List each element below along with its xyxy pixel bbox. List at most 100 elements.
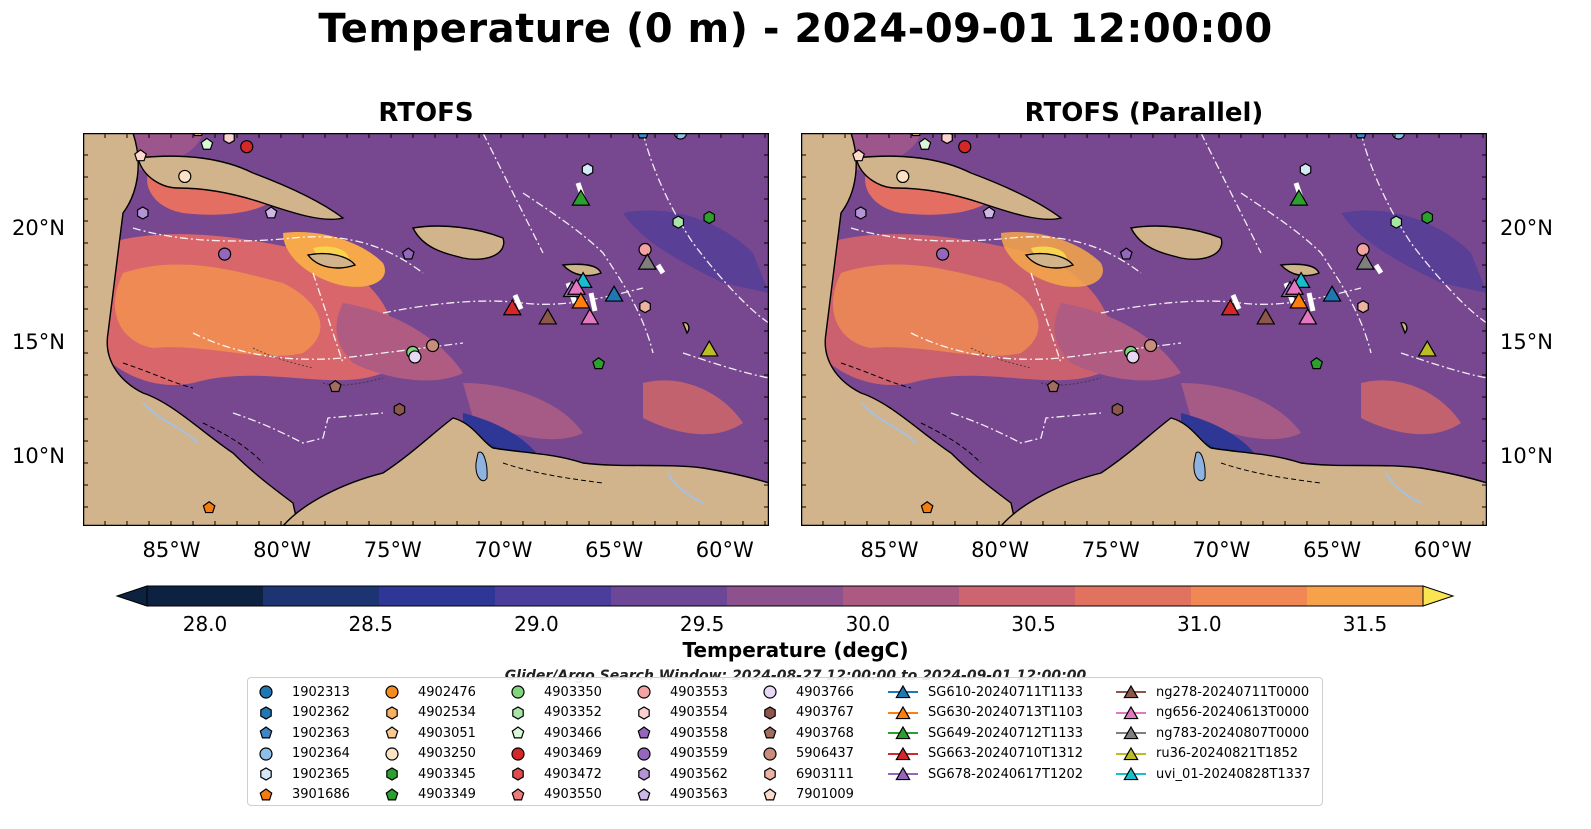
glider-marker	[1289, 291, 1309, 309]
argo-marker-1902365	[581, 162, 594, 177]
legend-marker-icon	[637, 726, 651, 739]
land-mass	[411, 225, 505, 260]
legend-item: ng278-20240711T0000	[1116, 682, 1310, 703]
legend-label: SG630-20240713T1103	[928, 705, 1084, 721]
legend-item: 5906437	[762, 744, 854, 765]
argo-marker-5906437	[426, 338, 440, 353]
legend-label: 3901686	[292, 787, 350, 803]
legend-marker-icon	[1123, 685, 1139, 699]
legend-marker-icon	[638, 706, 650, 720]
land-mass	[1400, 321, 1408, 335]
colorbar-extend-high	[1422, 585, 1455, 607]
legend-label: uvi_01-20240828T1337	[1156, 766, 1311, 782]
argo-marker-4903345	[703, 210, 716, 225]
colorbar-tick-label: 30.0	[845, 612, 891, 636]
glider-marker	[566, 278, 587, 295]
legend-item: 4903559	[636, 744, 728, 765]
colorbar-segment	[1191, 586, 1308, 606]
legend-item: 4903469	[510, 744, 602, 765]
legend-label: SG678-20240617T1202	[928, 766, 1084, 782]
argo-marker-4903352	[672, 215, 685, 229]
legend-label: 4903472	[544, 766, 602, 782]
colorbar-segment	[263, 586, 380, 606]
legend-item: 4903352	[510, 703, 602, 724]
legend-label: 4903352	[544, 705, 602, 721]
glider-marker	[538, 307, 558, 325]
argo-marker-4903558	[1119, 247, 1133, 260]
colorbar-segment	[1307, 586, 1424, 606]
legend-marker-icon	[763, 685, 777, 699]
colorbar-segment	[611, 586, 728, 606]
glider-marker	[1256, 307, 1276, 325]
lon-tick-label: 60°W	[695, 538, 754, 562]
argo-marker-4903562	[854, 206, 867, 220]
legend-marker-icon	[385, 788, 399, 801]
legend-column: ng278-20240711T0000 ng656-20240613T0000 ng…	[1116, 682, 1310, 785]
legend-marker-icon	[764, 706, 776, 720]
lat-tick-label-right: 20°N	[1500, 215, 1553, 240]
legend-marker-icon	[637, 788, 651, 801]
legend-label: 4903553	[670, 684, 728, 700]
legend-label: 4903349	[418, 787, 476, 803]
colorbar-tick-label: 31.0	[1177, 612, 1222, 636]
legend-item: 4902476	[384, 682, 476, 703]
lat-tick-label-right: 15°N	[1500, 330, 1553, 355]
colorbar-label: Temperature (degC)	[682, 638, 909, 662]
lon-tick-label: 65°W	[585, 538, 644, 562]
map-panel-rtofs	[83, 133, 769, 526]
lat-tick-label-left: 10°N	[12, 444, 65, 469]
legend-label: 1902363	[292, 725, 350, 741]
legend-marker-icon	[385, 747, 399, 761]
legend-label: 4903550	[544, 787, 602, 803]
argo-marker-4903768	[328, 379, 342, 393]
legend-item: 1902313	[258, 682, 350, 703]
legend-item: SG610-20240711T1133	[888, 682, 1083, 703]
argo-marker-4903563	[982, 206, 996, 219]
legend-marker-icon	[260, 706, 272, 720]
panel-title-rtofs-parallel: RTOFS (Parallel)	[1024, 98, 1264, 128]
legend-item: 4903466	[510, 723, 602, 744]
legend-marker-icon	[386, 767, 398, 781]
lon-tick-label: 70°W	[474, 538, 533, 562]
glider-marker	[1289, 189, 1309, 206]
argo-marker-4903345	[1421, 210, 1434, 225]
legend-label: 4903466	[544, 725, 602, 741]
legend-marker-icon	[260, 767, 272, 781]
legend-marker-icon	[511, 788, 525, 801]
legend-label: 6903111	[796, 766, 854, 782]
glider-marker	[1322, 285, 1342, 302]
legend-label: SG663-20240710T1312	[928, 746, 1084, 762]
legend-marker-icon	[763, 726, 777, 739]
legend-item: 4903550	[510, 785, 602, 806]
argo-marker-4903469	[240, 140, 254, 154]
legend-item: 4903250	[384, 744, 476, 765]
glider-marker	[604, 285, 624, 302]
legend-label: 4903558	[670, 725, 728, 741]
argo-marker-4903766	[408, 350, 422, 364]
legend-marker-icon	[895, 726, 911, 740]
glider-marker	[571, 189, 591, 206]
legend-marker-icon	[1123, 726, 1139, 740]
lon-tick-label: 60°W	[1413, 538, 1472, 562]
glider-marker	[1284, 278, 1305, 295]
argo-marker-6903111	[639, 299, 651, 314]
legend-column: 4902476 4902534 4903051 4903250 4903345 49033…	[384, 682, 476, 805]
colorbar-extend-low	[115, 585, 148, 607]
legend-item: 4903051	[384, 723, 476, 744]
legend-label: ng278-20240711T0000	[1156, 684, 1310, 700]
legend-label: 4903767	[796, 705, 854, 721]
legend-marker-icon	[259, 788, 273, 801]
argo-marker-4903554	[941, 133, 953, 145]
glider-marker	[1417, 339, 1437, 357]
lon-tick-label: 75°W	[363, 538, 422, 562]
legend-marker-icon	[1123, 705, 1139, 719]
figure-title: Temperature (0 m) - 2024-09-01 12:00:00	[318, 6, 1273, 52]
legend-label: 7901009	[796, 787, 854, 803]
lat-tick-label-left: 15°N	[12, 330, 65, 355]
land-mass	[1000, 417, 1487, 526]
legend-item: 1902362	[258, 703, 350, 724]
legend-item: 4903350	[510, 682, 602, 703]
glider-marker	[699, 339, 719, 357]
colorbar-segment	[727, 586, 844, 606]
legend-label: 1902365	[292, 766, 350, 782]
